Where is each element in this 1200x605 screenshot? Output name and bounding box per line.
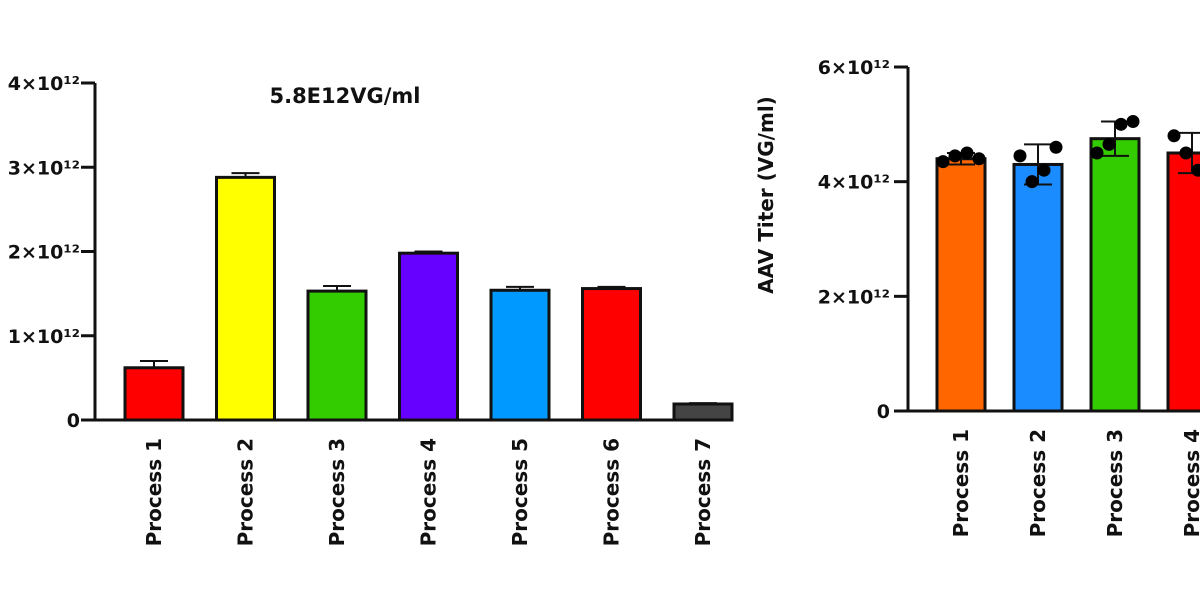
chart-1: Process 1 Process 2 Process 3 Process 4 Proc… (8, 73, 732, 546)
chart-2: Process 1 Process 2 Process 3 Process 4 0 2×1… (754, 57, 1200, 537)
data-point (1180, 147, 1193, 160)
data-point (949, 149, 962, 162)
category-label-1: Process 1 (142, 438, 166, 546)
bar-2 (1014, 164, 1062, 411)
bar-1 (937, 159, 985, 411)
category-label-7: Process 7 (691, 438, 715, 546)
chart-annotation: 5.8E12VG/ml (269, 84, 420, 108)
bar-7 (674, 404, 732, 420)
data-point (1168, 129, 1181, 142)
category-label-4: Process 4 (1180, 429, 1200, 537)
category-label-6: Process 6 (600, 438, 624, 546)
y-tick-label-2: 2×10¹² (818, 286, 890, 308)
data-point (1014, 149, 1027, 162)
y-tick-label-4: 6×10¹² (818, 57, 890, 79)
category-label-3: Process 3 (1103, 429, 1127, 537)
bar-4 (1168, 153, 1200, 411)
data-point (1115, 118, 1128, 131)
data-point (1103, 138, 1116, 151)
y-tick-label-2: 1×10¹² (8, 326, 80, 348)
data-point (1050, 141, 1063, 154)
bar-2 (217, 177, 275, 420)
data-point (1091, 147, 1104, 160)
bar-5 (491, 290, 549, 420)
category-label-2: Process 2 (234, 438, 258, 546)
data-point (1026, 175, 1039, 188)
bar-1 (125, 368, 183, 420)
bar-3 (308, 291, 366, 420)
category-label-2: Process 2 (1026, 429, 1050, 537)
category-label-5: Process 5 (508, 438, 532, 546)
y-tick-label-3: 4×10¹² (818, 172, 890, 194)
bar-4 (400, 253, 458, 420)
data-point (937, 155, 950, 168)
y-tick-label-5: 4×10¹² (8, 73, 80, 95)
data-point (1038, 164, 1051, 177)
category-label-1: Process 1 (949, 429, 973, 537)
category-label-3: Process 3 (325, 438, 349, 546)
data-point (973, 152, 986, 165)
data-point (961, 147, 974, 160)
y-tick-label-1: 0 (877, 401, 890, 423)
y-tick-label-4: 3×10¹² (8, 157, 80, 179)
bar-3 (1091, 139, 1139, 411)
bar-6 (583, 289, 641, 420)
category-label-4: Process 4 (417, 438, 441, 546)
data-point (1127, 115, 1140, 128)
y-tick-label-1: 0 (67, 410, 80, 432)
y-axis-label: AAV Titer (VG/ml) (754, 96, 778, 294)
y-tick-label-3: 2×10¹² (8, 242, 80, 264)
